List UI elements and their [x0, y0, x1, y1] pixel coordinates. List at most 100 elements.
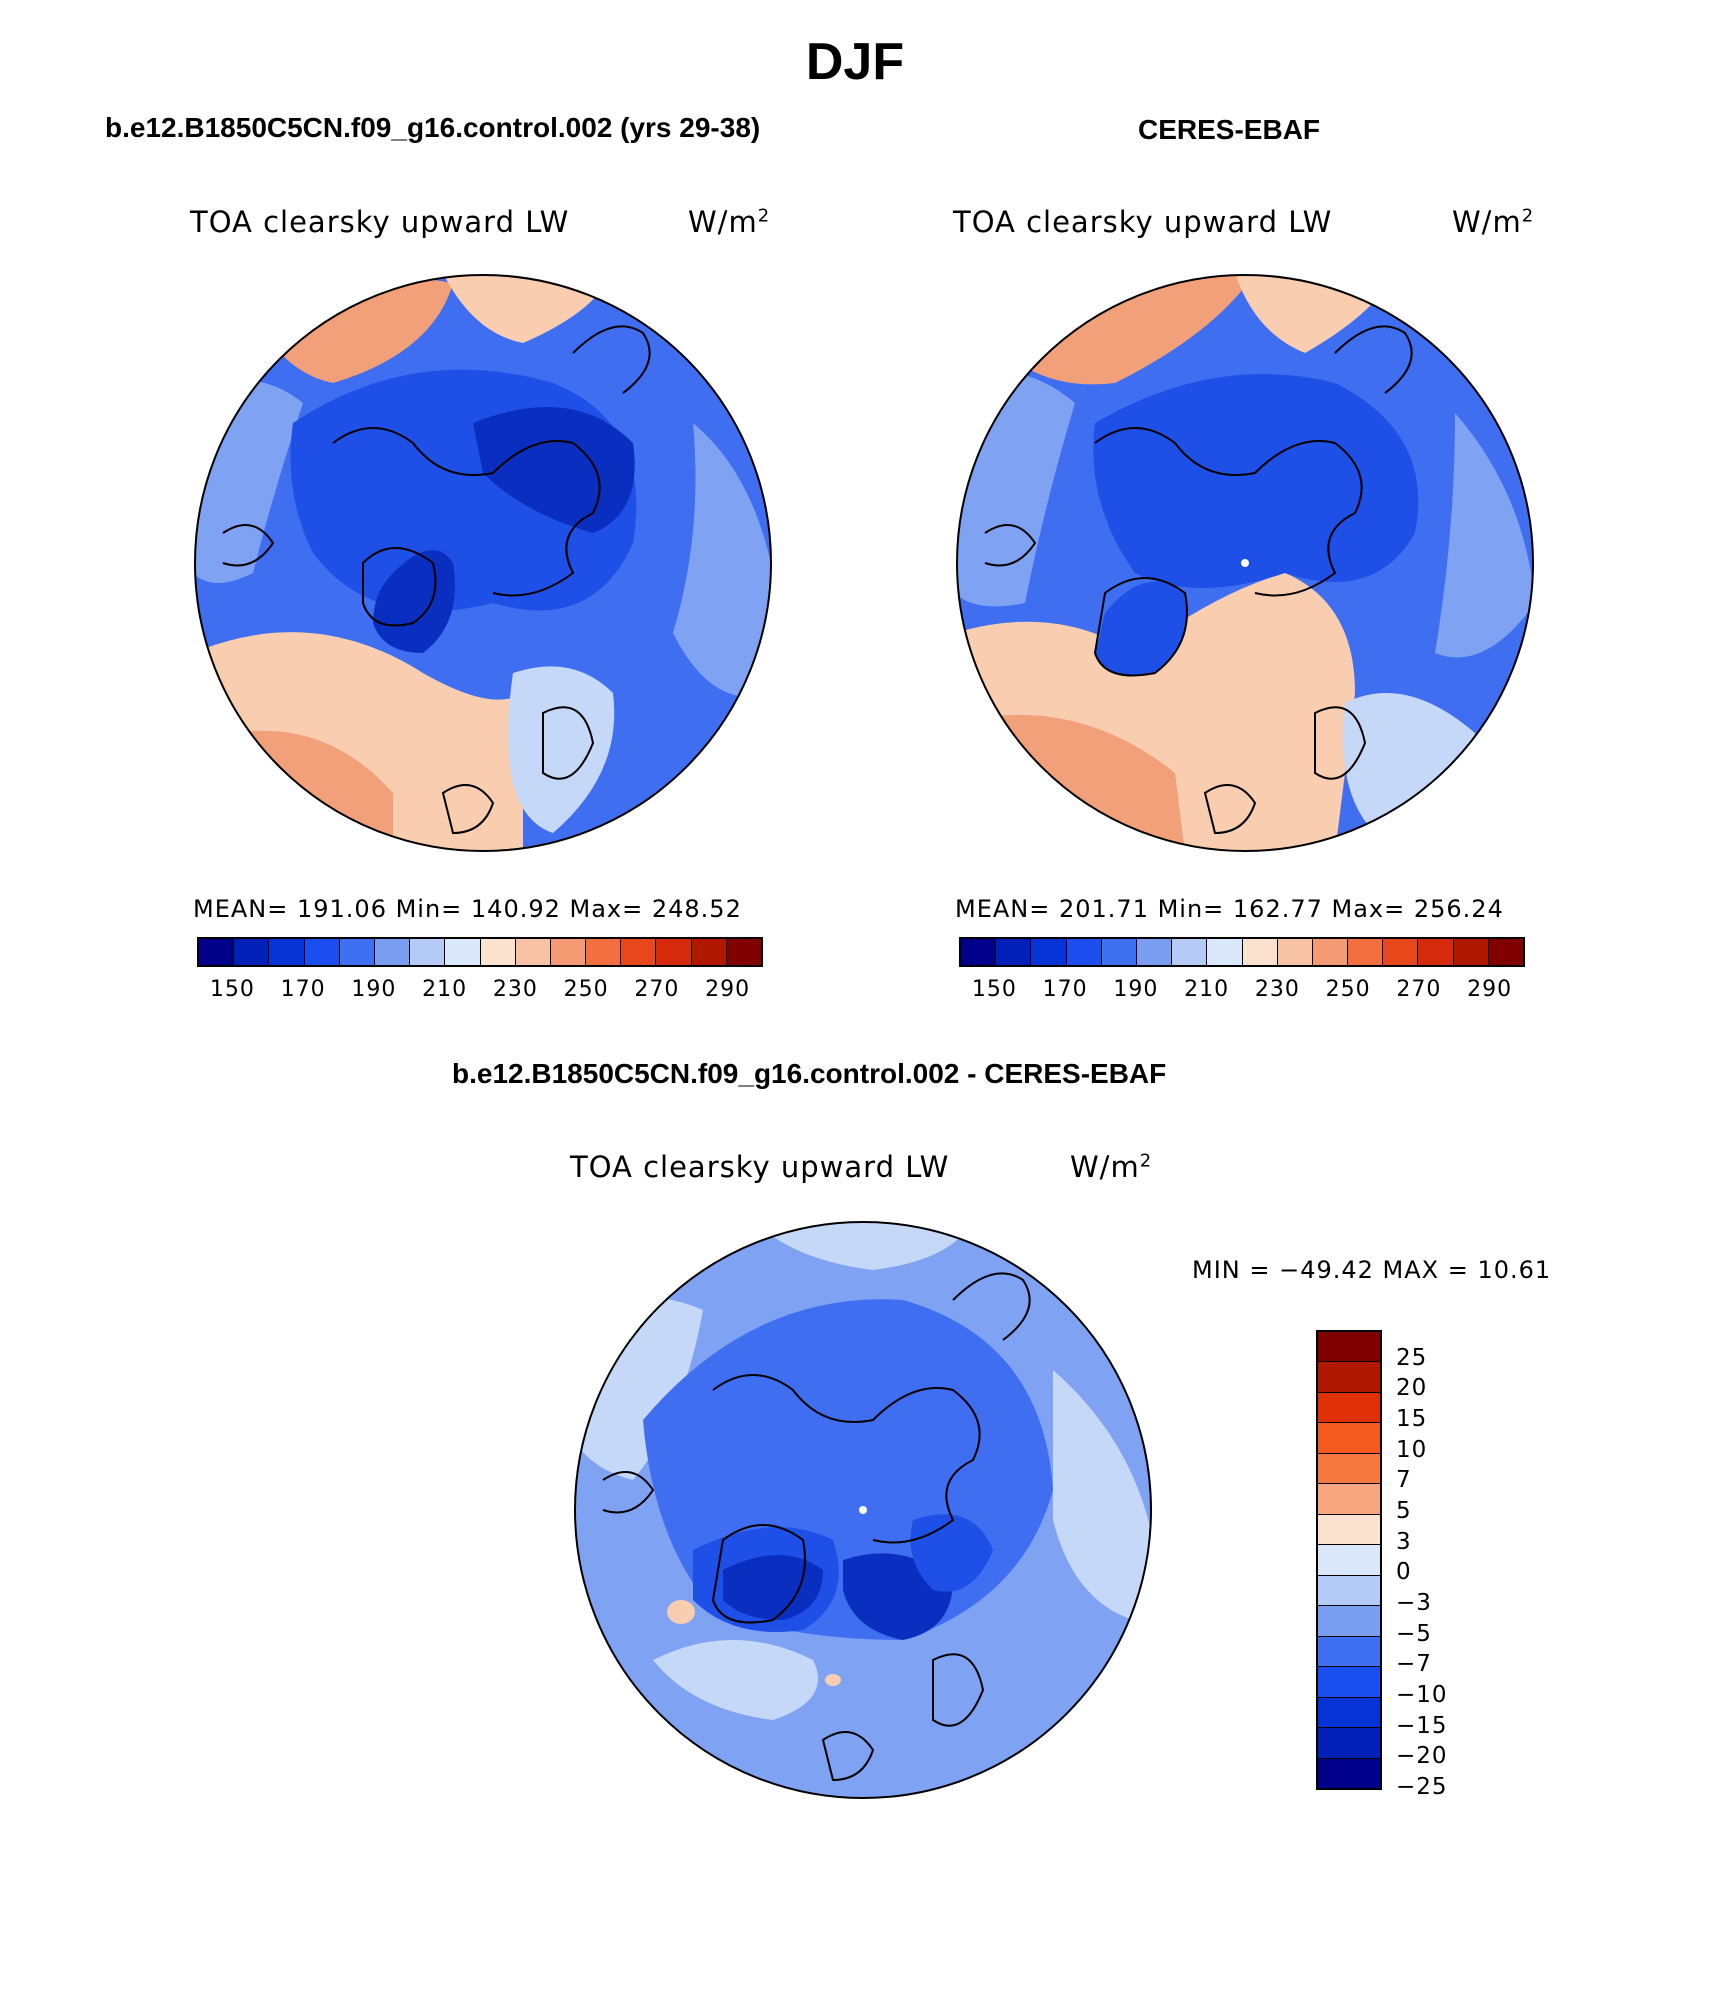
colorbar-tick-label: 170: [280, 977, 326, 1002]
obs-map-pale-east: [1343, 693, 1475, 833]
model-map-boundary: [194, 274, 772, 852]
colorbar-tick-label: 25: [1396, 1344, 1428, 1371]
colorbar-swatch: [621, 939, 657, 965]
colorbar-tick-label: 290: [705, 977, 751, 1002]
obs-units-label: W/m2: [1452, 205, 1535, 239]
colorbar-swatch: [1318, 1575, 1380, 1607]
colorbar-swatch: [586, 939, 622, 965]
colorbar-tick-label: 290: [1467, 977, 1513, 1002]
colorbar-tick-label: −25: [1396, 1774, 1448, 1800]
diff-map-pole-marker: [859, 1506, 867, 1514]
colorbar-tick-label: 270: [634, 977, 680, 1002]
model-map-coastline: [222, 325, 651, 835]
colorbar-swatch: [199, 939, 235, 965]
colorbar-tick-label: 15: [1396, 1406, 1428, 1432]
colorbar-swatch: [515, 939, 551, 965]
diff-map-pale-south: [653, 1640, 818, 1720]
model-colorbar: [197, 937, 763, 967]
colorbar-swatch: [1318, 1758, 1380, 1789]
colorbar-swatch: [374, 939, 411, 965]
colorbar-swatch: [1136, 939, 1173, 965]
obs-colorbar-labels: 150 170 190 210 230 250 270 290: [959, 977, 1525, 1007]
obs-stats: MEAN= 201.71 Min= 162.77 Max= 256.24: [955, 895, 1504, 923]
diff-map-warm-spot-1: [667, 1600, 695, 1624]
colorbar-swatch: [1318, 1423, 1380, 1454]
diff-panel-title: b.e12.B1850C5CN.f09_g16.control.002 - CE…: [452, 1058, 1167, 1089]
colorbar-tick-label: 210: [1184, 977, 1230, 1002]
colorbar-tick-label: −7: [1396, 1651, 1432, 1678]
model-panel-title: b.e12.B1850C5CN.f09_g16.control.002 (yrs…: [105, 112, 761, 143]
colorbar-swatch: [1318, 1484, 1380, 1515]
colorbar-swatch: [1318, 1545, 1380, 1576]
model-map: [194, 274, 772, 852]
colorbar-swatch: [1488, 939, 1523, 965]
colorbar-swatch: [1101, 939, 1137, 965]
colorbar-tick-label: 190: [351, 977, 397, 1002]
colorbar-tick-label: −10: [1396, 1682, 1448, 1708]
diff-stats: MIN = −49.42 MAX = 10.61: [1192, 1256, 1552, 1284]
obs-map-dark-core: [1093, 374, 1419, 588]
diff-map-pale-east: [1053, 1370, 1151, 1620]
diff-map-pale-north: [753, 1222, 973, 1270]
colorbar-swatch: [1066, 939, 1102, 965]
obs-map-warm-north: [985, 275, 1255, 385]
colorbar-tick-label: −20: [1396, 1743, 1448, 1770]
colorbar-swatch: [1312, 939, 1349, 965]
colorbar-swatch: [1348, 939, 1384, 965]
colorbar-tick-label: 5: [1396, 1498, 1412, 1524]
colorbar-swatch: [1383, 939, 1419, 965]
colorbar-tick-label: 210: [422, 977, 468, 1002]
diff-map-boundary: [574, 1221, 1152, 1799]
colorbar-swatch: [1453, 939, 1489, 965]
obs-map-coastline: [984, 325, 1413, 835]
colorbar-tick-label: 10: [1396, 1436, 1428, 1463]
colorbar-swatch: [1318, 1392, 1380, 1424]
colorbar-tick-label: −5: [1396, 1620, 1432, 1647]
main-title: DJF: [805, 33, 905, 91]
colorbar-swatch: [269, 939, 305, 965]
model-map-light-ring-east: [673, 423, 771, 697]
colorbar-swatch: [1318, 1667, 1380, 1698]
colorbar-swatch: [1318, 1514, 1380, 1546]
colorbar-tick-label: 7: [1396, 1467, 1412, 1494]
colorbar-tick-label: 230: [1254, 977, 1300, 1002]
colorbar-tick-label: 250: [563, 977, 609, 1002]
obs-map-light-east: [1435, 413, 1533, 658]
diff-map-warm-spot-2: [825, 1674, 841, 1686]
colorbar-swatch: [1318, 1636, 1380, 1668]
colorbar-swatch: [1172, 939, 1208, 965]
colorbar-tick-label: 20: [1396, 1375, 1428, 1402]
colorbar-swatch: [656, 939, 692, 965]
diff-map-deep-greenland: [723, 1555, 823, 1620]
colorbar-swatch: [726, 939, 761, 965]
colorbar-tick-label: 270: [1396, 977, 1442, 1002]
colorbar-tick-label: 0: [1396, 1559, 1412, 1586]
colorbar-tick-label: 190: [1113, 977, 1159, 1002]
colorbar-swatch: [1318, 1453, 1380, 1485]
diff-variable-label: TOA clearsky upward LW: [570, 1150, 950, 1184]
colorbar-swatch: [1207, 939, 1243, 965]
diff-colorbar: [1316, 1330, 1382, 1790]
colorbar-swatch: [304, 939, 340, 965]
colorbar-swatch: [1242, 939, 1278, 965]
colorbar-swatch: [234, 939, 270, 965]
model-colorbar-labels: 150 170 190 210 230 250 270 290: [197, 977, 763, 1007]
model-variable-label: TOA clearsky upward LW: [190, 205, 570, 239]
obs-map: [956, 274, 1534, 852]
obs-map-pole-marker: [1241, 559, 1249, 567]
model-stats: MEAN= 191.06 Min= 140.92 Max= 248.52: [193, 895, 742, 923]
obs-panel-title: CERES-EBAF: [1138, 114, 1321, 145]
colorbar-swatch: [1418, 939, 1454, 965]
obs-map-boundary: [956, 274, 1534, 852]
diff-colorbar-labels: 25 20 15 10 7 5 3 0 −3 −5 −7 −10 −15 −20 −25: [1396, 1330, 1476, 1800]
obs-variable-label: TOA clearsky upward LW: [953, 205, 1333, 239]
colorbar-tick-label: 150: [209, 977, 255, 1002]
colorbar-tick-label: −3: [1396, 1590, 1432, 1616]
model-units-label: W/m2: [688, 205, 771, 239]
colorbar-swatch: [691, 939, 727, 965]
colorbar-swatch: [1318, 1332, 1380, 1363]
colorbar-tick-label: 250: [1325, 977, 1371, 1002]
colorbar-swatch: [1318, 1606, 1380, 1637]
colorbar-swatch: [445, 939, 481, 965]
obs-map-dark-greenland: [1095, 581, 1187, 676]
